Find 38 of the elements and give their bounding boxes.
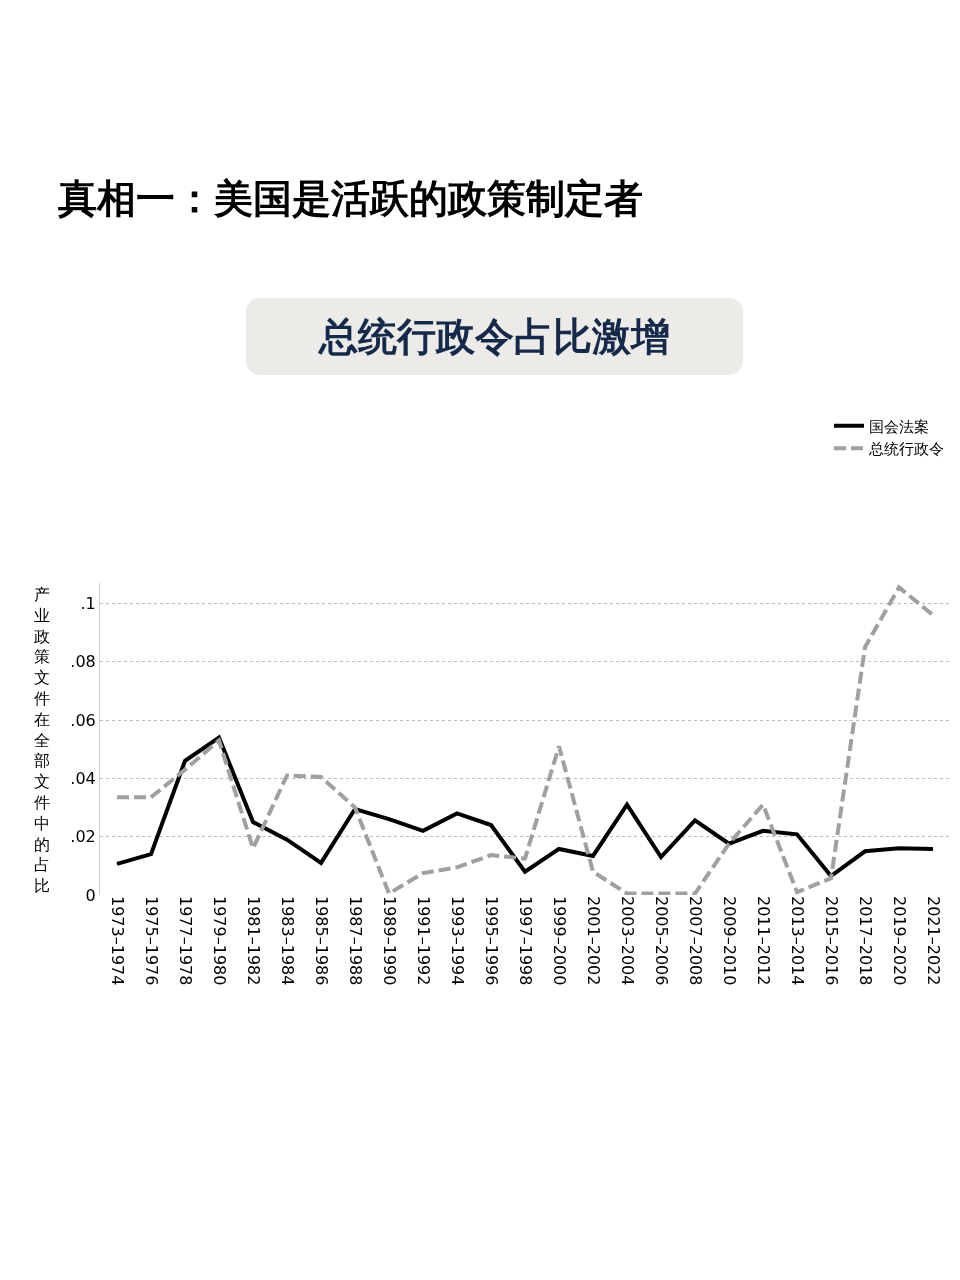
x-tick-label: 1989–1990 [379,896,399,986]
x-tick-label: 1973–1974 [107,896,127,986]
line-series [115,585,935,895]
line-series [115,735,935,879]
legend-label: 国会法案 [869,417,929,436]
x-tick-label: 2013–2014 [787,896,807,986]
y-tick-label: .06 [70,710,96,730]
x-tick-label: 1993–1994 [447,896,467,986]
x-tick-label: 2001–2002 [583,896,603,986]
x-tick-label: 2017–2018 [855,896,875,986]
y-tick-label: .04 [70,768,96,788]
x-tick-label: 2015–2016 [821,896,841,986]
x-tick-label: 2021–2022 [923,896,943,986]
x-tick-label: 2005–2006 [651,896,671,986]
x-tick-label: 2009–2010 [719,896,739,986]
text: 产业政策文件在全部文件中的占比 [34,585,50,896]
x-tick-label: 2019–2020 [889,896,909,986]
x-tick-label: 1985–1986 [311,896,331,986]
chart-title: 真相一：美国是活跃的政策制定者 [58,175,643,223]
x-tick-label: 1997–1998 [515,896,535,986]
x-tick-label: 2007–2008 [685,896,705,986]
y-tick-label: .08 [70,652,96,672]
legend-label: 总统行政令 [868,440,944,459]
x-tick-label: 2011–2012 [753,896,773,986]
x-tick-label: 1983–1984 [277,896,297,986]
x-tick-label: 1999–2000 [549,896,569,986]
x-tick-label: 1975–1976 [141,896,161,986]
chart-subtitle: 总统行政令占比激增 [246,298,743,375]
x-tick-label: 1981–1982 [243,896,263,986]
y-tick-label: 0 [85,885,96,905]
x-tick-label: 2003–2004 [617,896,637,986]
y-tick-label: .1 [80,594,96,614]
x-tick-label: 1979–1980 [209,896,229,986]
x-tick-label: 1977–1978 [175,896,195,986]
x-tick-label: 1995–1996 [481,896,501,986]
y-tick-label: .02 [70,827,96,847]
x-tick-label: 1991–1992 [413,896,433,986]
x-tick-label: 1987–1988 [345,896,365,986]
